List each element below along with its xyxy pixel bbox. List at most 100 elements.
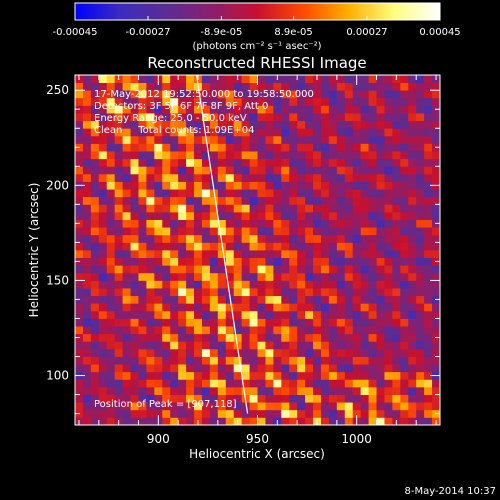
heatmap-cell [289, 402, 298, 411]
heatmap-cell [138, 333, 147, 342]
heatmap-cell [265, 310, 274, 319]
heatmap-cell [344, 204, 354, 213]
heatmap-cell [289, 364, 298, 373]
heatmap-cell [392, 333, 401, 342]
heatmap-cell [106, 356, 116, 365]
heatmap-cell [257, 128, 266, 137]
heatmap-cell [408, 295, 417, 304]
heatmap-cell [122, 135, 131, 144]
heatmap-cell [130, 310, 139, 319]
heatmap-cell [106, 402, 116, 411]
heatmap-cell [82, 90, 92, 99]
heatmap-cell [249, 394, 258, 403]
heatmap-cell [241, 310, 250, 319]
heatmap-cell [273, 227, 282, 236]
heatmap-cell [297, 151, 306, 160]
heatmap-cell [217, 371, 227, 380]
heatmap-cell [376, 135, 385, 144]
heatmap-cell [424, 75, 433, 84]
heatmap-cell [328, 280, 338, 289]
heatmap-cell [106, 379, 116, 388]
heatmap-cell [154, 295, 163, 304]
heatmap-cell [384, 120, 393, 129]
heatmap-cell [408, 143, 417, 152]
heatmap-cell [297, 143, 306, 152]
heatmap-cell [400, 288, 409, 297]
heatmap-cell [313, 257, 322, 266]
heatmap-cell [130, 303, 139, 312]
heatmap-cell [336, 75, 346, 84]
heatmap-cell [265, 295, 274, 304]
heatmap-cell [186, 158, 195, 167]
heatmap-cell [305, 105, 314, 114]
heatmap-cell [344, 417, 354, 425]
heatmap-cell [154, 272, 163, 281]
heatmap-cell [122, 158, 131, 167]
heatmap-cell [194, 227, 203, 236]
heatmap-cell [82, 97, 92, 106]
heatmap-cell [82, 173, 92, 182]
heatmap-cell [201, 295, 211, 304]
heatmap-cell [320, 250, 330, 259]
heatmap-cell [194, 272, 203, 281]
heatmap-cell [408, 303, 417, 312]
heatmap-cell [384, 158, 393, 167]
heatmap-cell [408, 189, 417, 198]
heatmap-cell [233, 288, 243, 297]
heatmap-cell [289, 257, 298, 266]
heatmap-cell [186, 219, 195, 228]
heatmap-cell [217, 265, 227, 274]
heatmap-cell [106, 265, 116, 274]
heatmap-cell [281, 105, 290, 114]
heatmap-cell [98, 158, 108, 167]
heatmap-cell [233, 158, 243, 167]
heatmap-cell [320, 158, 330, 167]
heatmap-cell [328, 341, 338, 350]
heatmap-cell [114, 250, 124, 259]
heatmap-cell [368, 288, 377, 297]
heatmap-cell [186, 227, 195, 236]
heatmap-cell [178, 348, 187, 357]
heatmap-cell [328, 326, 338, 335]
heatmap-cell [98, 196, 108, 205]
heatmap-cell [186, 211, 195, 220]
heatmap-cell [75, 204, 84, 213]
heatmap-cell [320, 409, 330, 418]
heatmap-cell [162, 288, 171, 297]
heatmap-cell [225, 341, 235, 350]
heatmap-cell [392, 234, 401, 243]
heatmap-cell [313, 303, 322, 312]
heatmap-cell [336, 227, 346, 236]
heatmap-cell [249, 341, 258, 350]
heatmap-cell [122, 166, 131, 175]
heatmap-cell [98, 295, 108, 304]
heatmap-cell [98, 356, 108, 365]
heatmap-cell [122, 402, 131, 411]
heatmap-cell [344, 82, 354, 91]
heatmap-cell [241, 356, 250, 365]
heatmap-cell [297, 211, 306, 220]
heatmap-cell [360, 219, 369, 228]
heatmap-cell [90, 234, 100, 243]
heatmap-cell [432, 356, 440, 365]
heatmap-cell [400, 242, 409, 251]
heatmap-cell [289, 173, 298, 182]
heatmap-cell [352, 135, 362, 144]
heatmap-cell [209, 158, 219, 167]
heatmap-cell [313, 166, 322, 175]
heatmap-cell [186, 326, 195, 335]
heatmap-cell [281, 219, 290, 228]
heatmap-cell [392, 250, 401, 259]
heatmap-cell [170, 189, 179, 198]
heatmap-cell [162, 295, 171, 304]
heatmap-cell [170, 158, 179, 167]
heatmap-cell [194, 211, 203, 220]
heatmap-cell [281, 348, 290, 357]
heatmap-cell [297, 310, 306, 319]
heatmap-cell [170, 166, 179, 175]
heatmap-cell [75, 250, 84, 259]
heatmap-cell [392, 295, 401, 304]
heatmap-cell [376, 211, 385, 220]
heatmap-cell [201, 242, 211, 251]
heatmap-cell [154, 173, 163, 182]
